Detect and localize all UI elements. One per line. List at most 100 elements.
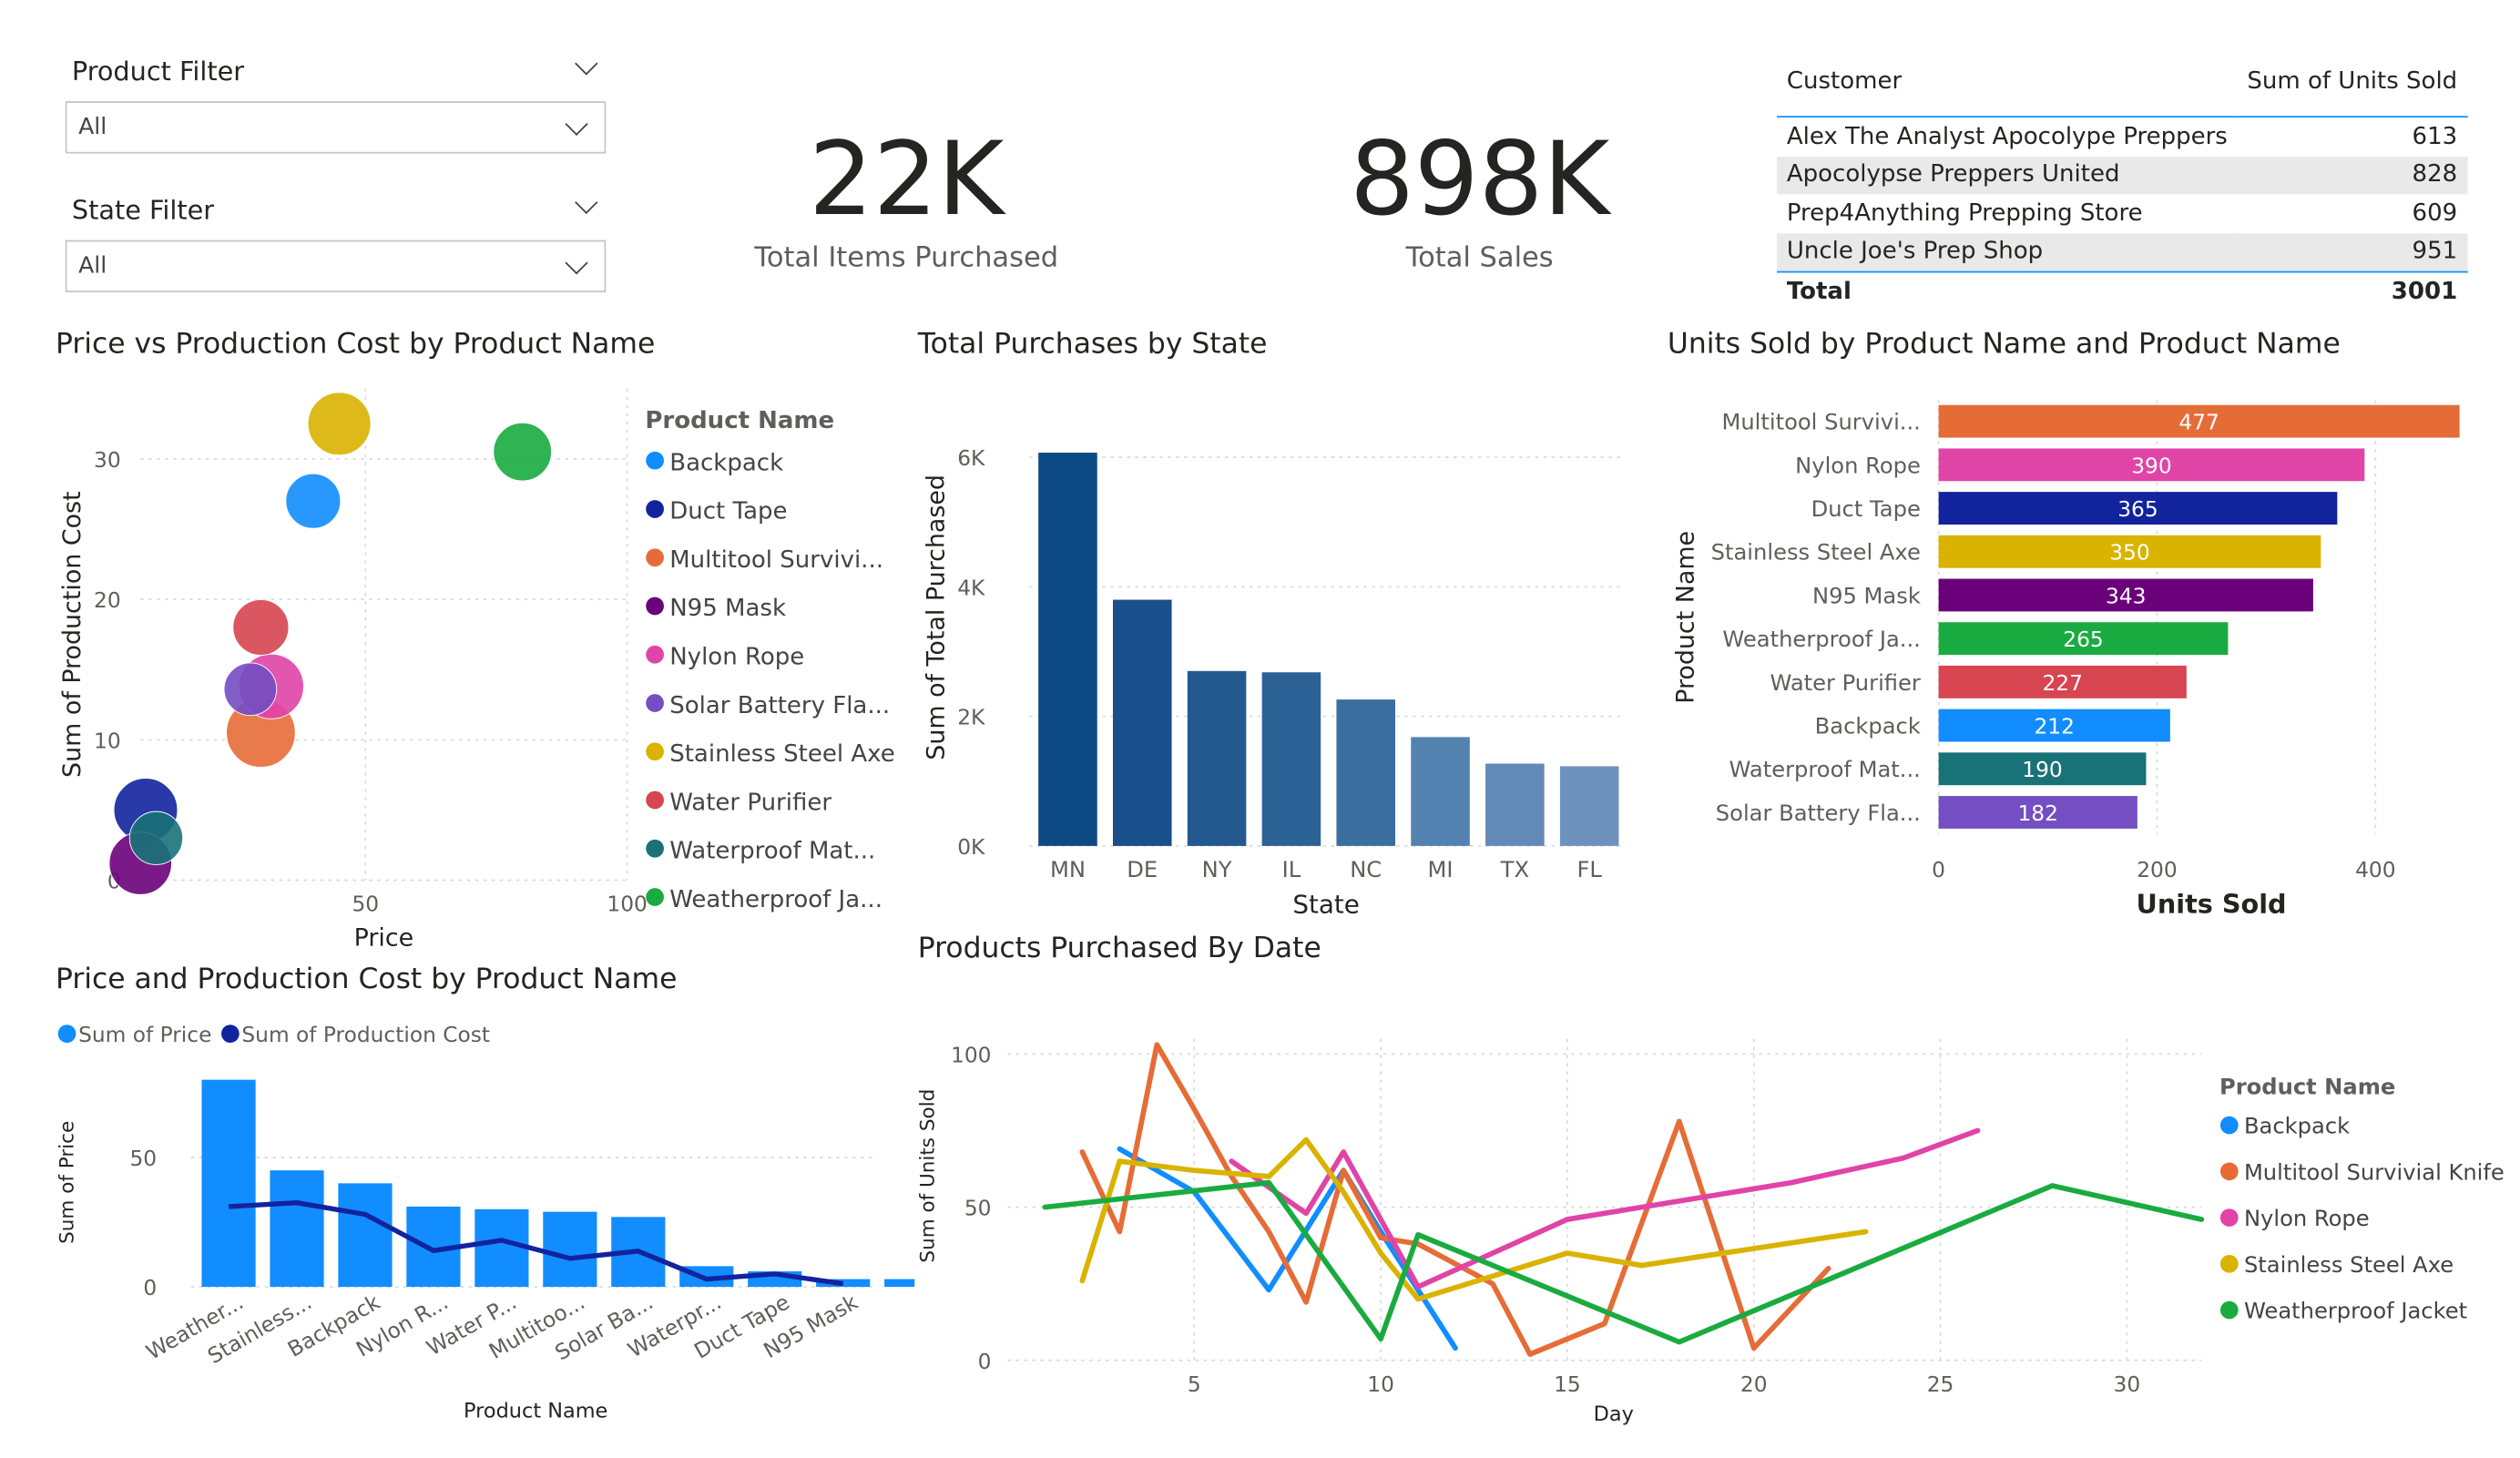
units-bar (1938, 535, 2321, 568)
legend-label: Sum of Price (78, 1023, 211, 1047)
chevron-down-icon (565, 112, 588, 136)
state-bar-title: Total Purchases by State (917, 328, 1268, 362)
y-axis-title: Sum of Production Cost (58, 491, 87, 778)
state-bar (1261, 672, 1321, 846)
series-line (1079, 1137, 1869, 1302)
product-filter-title: Product Filter (71, 55, 245, 87)
y-axis-title: Sum of Units Sold (917, 1089, 940, 1263)
table-total-row: Total 3001 (1777, 272, 2467, 311)
y-tick-label: Duct Tape (1811, 496, 1921, 522)
price-bar (474, 1208, 529, 1288)
legend-label: Nylon Rope (669, 643, 804, 670)
y-tick-label: Backpack (1815, 714, 1921, 739)
legend-label: Solar Battery Fla... (669, 692, 890, 719)
column-header-customer[interactable]: Customer (1786, 68, 1903, 96)
table-row[interactable]: Alex The Analyst Apocolype Preppers 613 (1777, 117, 2467, 156)
series-line (1229, 1127, 1981, 1290)
x-tick-label: 5 (1188, 1372, 1201, 1397)
units-bar-title: Units Sold by Product Name and Product N… (1667, 328, 2341, 362)
legend-marker (2219, 1162, 2239, 1181)
table-row[interactable]: Uncle Joe's Prep Shop 951 (1777, 232, 2467, 273)
x-tick-label: 0 (1932, 858, 1945, 882)
bar-data-label: 343 (2106, 584, 2146, 608)
y-axis-title: Product Name (1672, 531, 1700, 704)
bar-data-label: 227 (2042, 671, 2082, 696)
y-tick-label: 20 (94, 588, 121, 613)
y-tick-label: 2K (957, 706, 985, 730)
product-filter-dropdown[interactable]: All (65, 101, 607, 154)
legend-label: Waterproof Mat... (669, 838, 875, 865)
legend-marker (646, 694, 664, 712)
legend-marker (2219, 1300, 2239, 1320)
y-tick-label: 0K (957, 835, 985, 860)
x-axis-title: Day (1594, 1402, 1634, 1426)
table-row[interactable]: Apocolypse Preppers United 828 (1777, 156, 2467, 195)
y-tick-label: Nylon Rope (1795, 453, 1921, 478)
x-tick-label: 100 (607, 892, 647, 917)
state-filter-collapse-icon[interactable] (575, 190, 598, 215)
customer-name: Alex The Analyst Apocolype Preppers (1786, 123, 2228, 150)
state-bar (1411, 737, 1470, 846)
x-axis-title: Units Sold (2137, 888, 2287, 919)
legend-label: Weatherproof Ja... (669, 886, 883, 913)
state-bar (1187, 670, 1247, 846)
state-bar (1038, 453, 1097, 846)
column-header-units[interactable]: Sum of Units Sold (2247, 68, 2458, 96)
legend-marker (646, 888, 664, 906)
product-filter-collapse-icon[interactable] (575, 52, 598, 76)
legend-label: Sum of Production Cost (241, 1023, 490, 1047)
y-tick-label: 100 (951, 1043, 991, 1067)
series-line (1079, 1042, 1831, 1357)
scatter-title: Price vs Production Cost by Product Name (55, 328, 656, 362)
y-tick-label: 0 (143, 1276, 157, 1300)
x-tick-label: 400 (2355, 858, 2395, 882)
units-bar (1938, 665, 2187, 698)
scatter-point (285, 473, 342, 529)
legend-label: Nylon Rope (2244, 1206, 2370, 1231)
x-tick-label: 50 (352, 892, 379, 917)
customer-table: Customer Sum of Units Sold Alex The Anal… (1777, 57, 2467, 311)
y-tick-label: 4K (957, 576, 985, 600)
x-tick-label: TX (1500, 857, 1529, 882)
legend-label: Stainless Steel Axe (669, 740, 894, 768)
state-bar-chart: 0K 2K 4K 6K MN DE NY IL NC MI TX FL State Sum of Tota… (923, 446, 1626, 919)
kpi-total-sales-label: Total Sales (1405, 241, 1554, 275)
state-filter-dropdown[interactable]: All (65, 240, 607, 292)
x-axis-title: State (1292, 889, 1360, 919)
legend-marker (220, 1025, 240, 1043)
bar-data-label: 265 (2063, 627, 2103, 652)
legend-marker (2219, 1254, 2239, 1273)
table-row[interactable]: Prep4Anything Prepping Store 609 (1777, 194, 2467, 232)
state-bar (1485, 763, 1545, 846)
units-bar (1938, 622, 2229, 656)
x-tick-label: 15 (1554, 1372, 1581, 1397)
customer-units: 613 (2412, 123, 2458, 150)
combo-title: Price and Production Cost by Product Nam… (55, 964, 678, 996)
customer-units: 828 (2237, 156, 2467, 195)
price-bar (543, 1211, 597, 1288)
kpi-total-sales-value: 898K (1350, 118, 1610, 239)
scatter-point (493, 422, 552, 482)
legend-label: Multitool Survivial Knife (2244, 1159, 2505, 1185)
legend-label: Backpack (2244, 1114, 2350, 1139)
y-tick-label: Stainless Steel Axe (1711, 540, 1921, 566)
legend-marker (646, 742, 664, 761)
state-filter-title: State Filter (71, 194, 215, 226)
scatter-point (307, 392, 372, 456)
x-tick-label: FL (1576, 857, 1602, 882)
units-bar (1938, 709, 2170, 742)
y-tick-label: Solar Battery Fla... (1716, 800, 1921, 826)
customer-name: Prep4Anything Prepping Store (1786, 200, 2143, 227)
y-axis-title: Sum of Total Purchased (923, 474, 951, 760)
x-tick-label: 10 (1367, 1372, 1394, 1397)
legend-label: Water Purifier (669, 789, 831, 816)
units-bar (1938, 448, 2365, 482)
state-bar (1336, 699, 1396, 846)
customer-name: Uncle Joe's Prep Shop (1777, 232, 2238, 273)
units-bar (1938, 752, 2147, 786)
total-value: 3001 (2391, 279, 2458, 305)
legend-marker (646, 839, 664, 858)
y-tick-label: 0 (978, 1350, 992, 1374)
